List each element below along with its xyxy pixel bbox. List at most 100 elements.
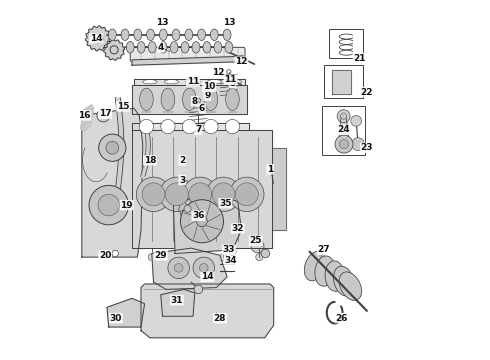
Polygon shape (132, 85, 247, 114)
Ellipse shape (137, 41, 145, 53)
Ellipse shape (223, 29, 231, 41)
Circle shape (226, 75, 232, 81)
Text: 36: 36 (192, 211, 205, 220)
Text: 12: 12 (212, 68, 224, 77)
Text: 29: 29 (154, 251, 167, 260)
Polygon shape (132, 123, 248, 130)
Circle shape (256, 253, 263, 261)
Circle shape (142, 183, 165, 206)
Text: 11: 11 (224, 75, 237, 84)
Circle shape (110, 46, 118, 54)
Ellipse shape (214, 41, 222, 53)
Text: 34: 34 (224, 256, 237, 265)
Ellipse shape (315, 256, 335, 286)
Ellipse shape (147, 29, 154, 41)
Ellipse shape (225, 41, 233, 53)
Circle shape (337, 110, 350, 123)
Ellipse shape (207, 80, 221, 84)
Text: 18: 18 (144, 156, 156, 165)
Circle shape (93, 33, 103, 43)
Text: 12: 12 (235, 57, 247, 66)
Polygon shape (107, 298, 145, 327)
Text: 25: 25 (249, 237, 262, 246)
Text: 8: 8 (192, 96, 198, 105)
Ellipse shape (204, 88, 218, 111)
Text: 21: 21 (353, 54, 366, 63)
Circle shape (339, 139, 349, 149)
Circle shape (212, 183, 235, 206)
Circle shape (136, 177, 171, 212)
Circle shape (106, 141, 119, 154)
Circle shape (98, 194, 120, 216)
Circle shape (166, 183, 188, 206)
Polygon shape (82, 108, 143, 257)
Circle shape (229, 248, 236, 255)
Ellipse shape (325, 261, 345, 291)
Text: 16: 16 (78, 111, 91, 120)
Polygon shape (132, 56, 243, 65)
Text: 30: 30 (110, 314, 122, 323)
Circle shape (189, 183, 212, 206)
Circle shape (220, 253, 227, 261)
Ellipse shape (134, 29, 142, 41)
Circle shape (183, 177, 218, 212)
Circle shape (184, 205, 191, 212)
Ellipse shape (186, 80, 200, 84)
Text: 14: 14 (201, 272, 214, 281)
Circle shape (148, 253, 155, 261)
Circle shape (351, 138, 365, 150)
Polygon shape (132, 130, 272, 248)
Text: 24: 24 (337, 125, 350, 134)
Text: 26: 26 (336, 314, 348, 323)
Polygon shape (85, 26, 111, 51)
Text: 17: 17 (99, 109, 111, 118)
Text: 13: 13 (156, 18, 169, 27)
Circle shape (193, 257, 215, 279)
Ellipse shape (197, 29, 205, 41)
Text: 28: 28 (214, 314, 226, 323)
Ellipse shape (192, 41, 200, 53)
Text: 11: 11 (187, 77, 199, 86)
Ellipse shape (203, 41, 211, 53)
Circle shape (251, 240, 264, 253)
Text: 1: 1 (267, 165, 273, 174)
Text: 4: 4 (158, 43, 164, 52)
Ellipse shape (161, 88, 175, 111)
Text: 2: 2 (179, 156, 185, 165)
Circle shape (184, 253, 191, 261)
Ellipse shape (304, 251, 325, 281)
Ellipse shape (143, 80, 157, 84)
Circle shape (97, 109, 110, 122)
Ellipse shape (121, 29, 129, 41)
Ellipse shape (227, 80, 242, 84)
Polygon shape (178, 199, 197, 218)
Circle shape (340, 88, 344, 93)
Circle shape (199, 264, 208, 272)
Circle shape (196, 216, 207, 226)
Polygon shape (81, 105, 94, 132)
Circle shape (194, 285, 203, 294)
Text: 3: 3 (179, 176, 185, 185)
Ellipse shape (339, 272, 362, 300)
FancyBboxPatch shape (130, 47, 245, 62)
Ellipse shape (164, 80, 179, 84)
Circle shape (112, 250, 119, 257)
Polygon shape (134, 78, 245, 85)
Ellipse shape (159, 41, 167, 53)
Text: 27: 27 (318, 246, 330, 255)
Polygon shape (141, 284, 274, 338)
Circle shape (174, 264, 183, 272)
Circle shape (180, 200, 223, 243)
Text: 35: 35 (219, 199, 232, 208)
Polygon shape (339, 116, 349, 140)
Circle shape (261, 249, 270, 258)
Ellipse shape (126, 41, 134, 53)
Circle shape (235, 183, 258, 206)
Circle shape (171, 305, 183, 318)
Circle shape (239, 55, 245, 61)
Ellipse shape (210, 29, 218, 41)
Circle shape (335, 135, 353, 153)
Text: 15: 15 (117, 102, 129, 111)
Polygon shape (161, 289, 195, 316)
Text: 20: 20 (99, 251, 111, 260)
